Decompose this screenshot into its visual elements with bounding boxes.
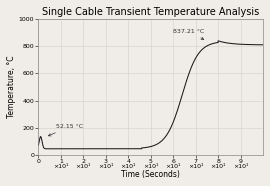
Text: 52.15 °C: 52.15 °C	[48, 124, 83, 136]
X-axis label: Time (Seconds): Time (Seconds)	[121, 170, 180, 179]
Title: Single Cable Transient Temperature Analysis: Single Cable Transient Temperature Analy…	[42, 7, 259, 17]
Text: 837.21 °C: 837.21 °C	[173, 29, 204, 40]
Y-axis label: Temperature, °C: Temperature, °C	[7, 56, 16, 118]
